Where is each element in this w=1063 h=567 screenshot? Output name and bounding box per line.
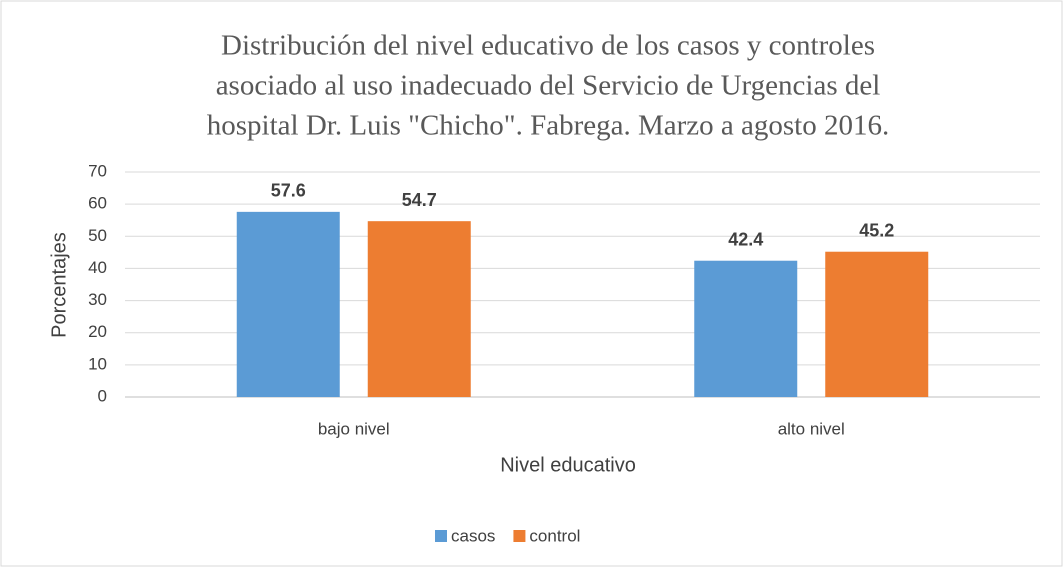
legend-swatch (435, 530, 447, 542)
x-axis-label: Nivel educativo (500, 454, 636, 476)
data-label: 54.7 (402, 190, 437, 210)
bar (825, 251, 929, 397)
y-tick-label: 0 (98, 386, 107, 405)
legend-label: control (529, 526, 580, 545)
x-tick-label: alto nivel (778, 419, 845, 438)
bar (367, 221, 471, 397)
data-label: 45.2 (859, 220, 894, 240)
y-tick-label: 50 (88, 226, 107, 245)
bar (694, 260, 798, 397)
data-label: 57.6 (271, 181, 306, 201)
data-label: 42.4 (728, 229, 763, 249)
y-tick-label: 40 (88, 258, 107, 277)
legend-swatch (513, 530, 526, 542)
chart-title: asociado al uso inadecuado del Servicio … (216, 70, 881, 102)
y-tick-label: 30 (88, 290, 107, 309)
chart-title: Distribución del nivel educativo de los … (221, 30, 875, 62)
y-tick-label: 20 (88, 322, 107, 341)
x-tick-label: bajo nivel (318, 419, 390, 438)
y-tick-label: 60 (88, 194, 107, 213)
legend-label: casos (451, 526, 495, 545)
bar (236, 211, 340, 397)
y-axis-label: Porcentajes (48, 232, 70, 338)
y-tick-label: 10 (88, 354, 107, 373)
y-tick-label: 70 (88, 161, 107, 180)
chart-title: hospital Dr. Luis "Chicho". Fabrega. Mar… (207, 110, 890, 142)
